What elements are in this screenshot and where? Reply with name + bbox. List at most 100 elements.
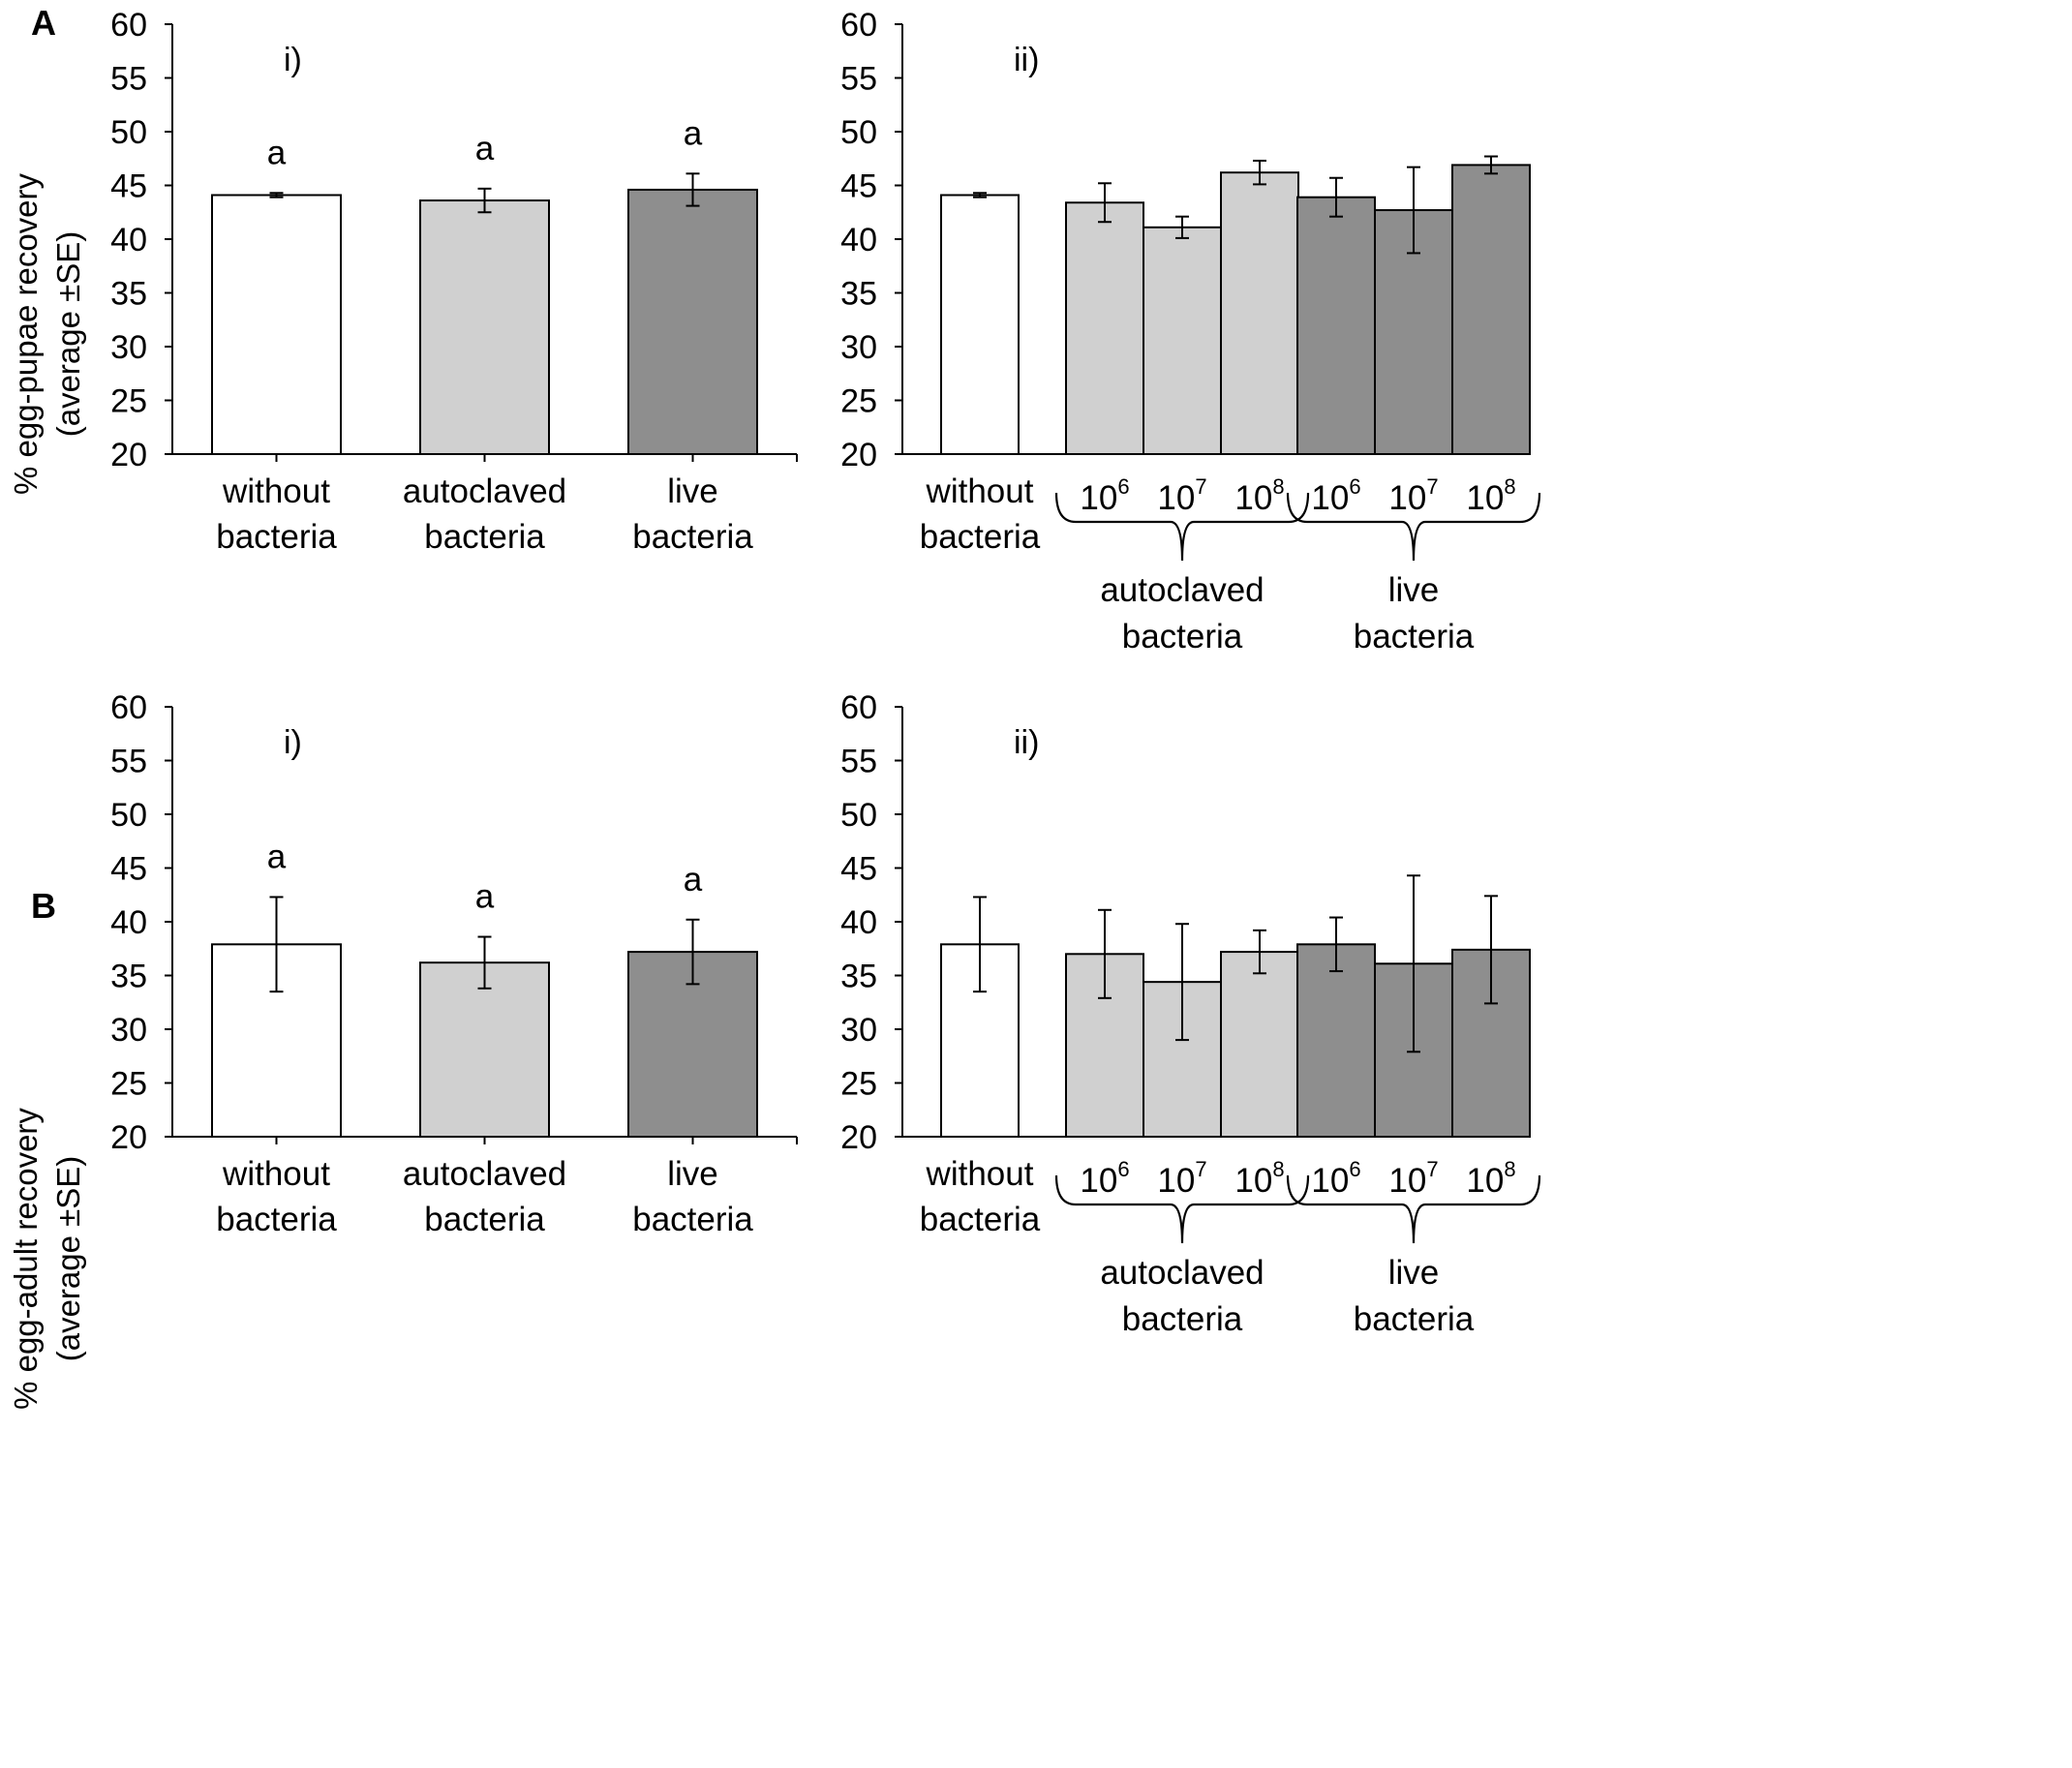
y-tick-label: 25 — [840, 1066, 877, 1103]
concentration-label: 107 — [1157, 1157, 1206, 1200]
y-tick-label: 30 — [840, 1012, 877, 1049]
y-tick-label: 40 — [840, 904, 877, 941]
panel-letter-a: A — [31, 3, 56, 43]
y-tick-label: 20 — [110, 1119, 147, 1156]
concentration-base: 10 — [1157, 1162, 1195, 1200]
concentration-base: 10 — [1080, 1162, 1117, 1200]
concentration-base: 10 — [1388, 479, 1426, 517]
ylabel-b-line1: % egg-adult recovery — [8, 1108, 44, 1410]
ylabel-b-line2: (average ±SE) — [50, 1156, 86, 1362]
y-tick-label: 35 — [840, 959, 877, 995]
bar-autoclaved — [419, 199, 550, 455]
group-brace — [1286, 1174, 1541, 1244]
y-tick-label: 55 — [840, 744, 877, 780]
plots: 20 25 30 35 40 45 50 55 60 i) a without bacteria a aut… — [110, 7, 1541, 1338]
y-tick-label: 20 — [840, 1119, 877, 1156]
concentration-label: 106 — [1311, 474, 1360, 517]
bar-control — [940, 194, 1020, 456]
category-label-line1: without — [222, 1155, 330, 1193]
control-label-line1: without — [926, 472, 1034, 510]
group-brace — [1054, 1174, 1310, 1244]
subplot-a-i: 20 25 30 35 40 45 50 55 60 i) a without bacteria a aut… — [110, 7, 798, 556]
category-label-line2: bacteria — [632, 1201, 753, 1238]
significance-letter: a — [684, 114, 703, 152]
category-label-line2: bacteria — [216, 1201, 337, 1238]
concentration-label: 106 — [1311, 1157, 1360, 1200]
y-tick-label: 55 — [840, 61, 877, 98]
category-label-line1: without — [222, 472, 330, 510]
bar-autoclaved-10-8 — [1220, 171, 1299, 455]
y-tick-label: 60 — [110, 689, 147, 726]
y-tick-label: 25 — [110, 383, 147, 420]
concentration-base: 10 — [1466, 1162, 1504, 1200]
bar-live-10-6 — [1296, 196, 1376, 456]
concentration-base: 10 — [1311, 1162, 1349, 1200]
group-label-line2: bacteria — [1354, 1300, 1475, 1338]
category-label-line2: bacteria — [632, 518, 753, 556]
group-brace — [1054, 492, 1310, 562]
significance-letter: a — [475, 878, 495, 916]
subplot-label: i) — [284, 42, 302, 78]
y-tick-label: 50 — [840, 114, 877, 151]
y-tick-label: 60 — [840, 7, 877, 44]
group-label-line2: bacteria — [1122, 618, 1243, 655]
category-label-line2: bacteria — [216, 518, 337, 556]
y-tick-label: 25 — [110, 1066, 147, 1103]
subplot-label: ii) — [1014, 42, 1039, 78]
y-tick-label: 45 — [110, 851, 147, 888]
bar-live-10-8 — [1451, 164, 1531, 455]
concentration-exponent: 7 — [1426, 1157, 1438, 1181]
control-label-line2: bacteria — [920, 518, 1041, 556]
ylabel-a-line2: (average ±SE) — [50, 231, 86, 438]
y-tick-label: 40 — [110, 904, 147, 941]
subplot-b-i: 20 25 30 35 40 45 50 55 60 i) a without bacteria a aut… — [110, 689, 798, 1238]
y-tick-label: 45 — [840, 168, 877, 205]
bar-none — [211, 194, 342, 456]
concentration-label: 108 — [1466, 474, 1515, 517]
concentration-exponent: 6 — [1117, 474, 1129, 499]
category-label-line1: live — [667, 472, 718, 510]
concentration-label: 106 — [1080, 1157, 1129, 1200]
concentration-base: 10 — [1388, 1162, 1426, 1200]
concentration-label: 108 — [1234, 1157, 1284, 1200]
y-tick-label: 35 — [110, 276, 147, 313]
concentration-exponent: 8 — [1272, 1157, 1284, 1181]
y-tick-label: 35 — [110, 959, 147, 995]
y-tick-label: 40 — [840, 222, 877, 259]
category-label-line1: autoclaved — [403, 472, 566, 510]
concentration-exponent: 8 — [1272, 474, 1284, 499]
y-tick-label: 35 — [840, 276, 877, 313]
concentration-base: 10 — [1466, 479, 1504, 517]
subplot-label: ii) — [1014, 724, 1039, 761]
concentration-base: 10 — [1157, 479, 1195, 517]
category-label-line1: autoclaved — [403, 1155, 566, 1193]
y-tick-label: 60 — [110, 7, 147, 44]
concentration-exponent: 6 — [1349, 474, 1360, 499]
y-tick-label: 45 — [840, 851, 877, 888]
control-label-line1: without — [926, 1155, 1034, 1193]
concentration-exponent: 7 — [1426, 474, 1438, 499]
y-tick-label: 30 — [110, 1012, 147, 1049]
ylabel-a-line1: % egg-pupae recovery — [8, 172, 44, 495]
concentration-label: 107 — [1388, 1157, 1438, 1200]
category-label-line2: bacteria — [424, 1201, 545, 1238]
bar-autoclaved-10-7 — [1143, 226, 1222, 455]
bar-autoclaved-10-8 — [1220, 951, 1299, 1139]
group-label-line2: bacteria — [1354, 618, 1475, 655]
concentration-base: 10 — [1311, 479, 1349, 517]
bar-autoclaved-10-6 — [1065, 201, 1144, 455]
group-label-line1: autoclaved — [1100, 1254, 1264, 1292]
group-label-line2: bacteria — [1122, 1300, 1243, 1338]
y-tick-label: 50 — [110, 797, 147, 834]
y-tick-label: 60 — [840, 689, 877, 726]
group-label-line1: live — [1388, 1254, 1440, 1292]
concentration-exponent: 6 — [1349, 1157, 1360, 1181]
concentration-exponent: 8 — [1504, 474, 1515, 499]
y-tick-label: 50 — [110, 114, 147, 151]
concentration-label: 107 — [1388, 474, 1438, 517]
concentration-label: 106 — [1080, 474, 1129, 517]
y-tick-label: 30 — [110, 329, 147, 366]
concentration-exponent: 8 — [1504, 1157, 1515, 1181]
